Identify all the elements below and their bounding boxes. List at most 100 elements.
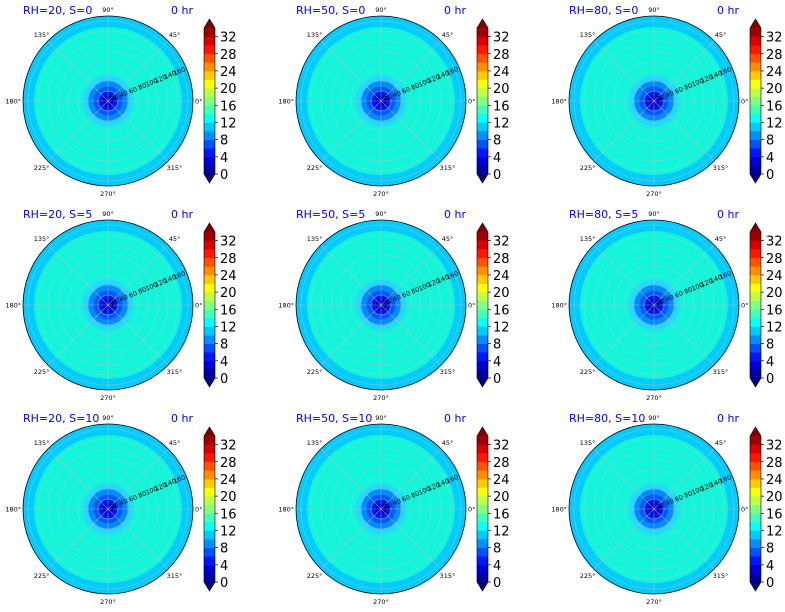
colorbar-segment bbox=[750, 70, 761, 80]
angle-tick-label: 225° bbox=[580, 368, 596, 376]
angle-tick-label: 180° bbox=[5, 506, 21, 514]
colorbar-segment bbox=[750, 62, 761, 72]
angular-gridline bbox=[320, 448, 382, 510]
angle-tick-label: 0° bbox=[468, 302, 475, 310]
colorbar-segment bbox=[477, 62, 488, 72]
colorbar-segment bbox=[204, 309, 215, 319]
angle-tick-label: 45° bbox=[169, 439, 181, 447]
colorbar-tick-label: 12 bbox=[220, 320, 237, 335]
angular-gridline bbox=[380, 244, 442, 306]
colorbar-tick-label: 24 bbox=[766, 473, 783, 488]
radial-tick-label: 20 bbox=[655, 501, 666, 512]
angle-tick-label: 0° bbox=[741, 302, 748, 310]
colorbar-segment bbox=[750, 335, 761, 344]
colorbar-segment bbox=[204, 148, 215, 158]
colorbar-extend-min bbox=[204, 174, 215, 183]
radial-tick-label: 80 bbox=[137, 489, 148, 500]
colorbar-segment bbox=[750, 53, 761, 63]
colorbar-tick-label: 12 bbox=[220, 524, 237, 539]
colorbar-extend-min bbox=[477, 174, 488, 183]
angular-gridline bbox=[47, 508, 109, 570]
angular-gridline bbox=[653, 100, 715, 162]
angular-gridline bbox=[593, 448, 655, 510]
angular-gridline bbox=[593, 244, 655, 306]
angle-tick-label: 135° bbox=[580, 31, 596, 39]
colorbar-tick-label: 32 bbox=[220, 439, 237, 454]
colorbar-tick-label: 28 bbox=[220, 456, 237, 471]
colorbar-segment bbox=[750, 530, 761, 540]
colorbar-extend-max bbox=[477, 427, 488, 436]
colorbar-tick-label: 4 bbox=[493, 355, 501, 370]
colorbar-tick-label: 16 bbox=[220, 99, 237, 114]
colorbar-segment bbox=[477, 156, 488, 166]
radial-tick-label: 40 bbox=[119, 497, 130, 508]
angle-tick-label: 225° bbox=[307, 164, 323, 172]
angle-tick-label: 180° bbox=[5, 302, 21, 310]
polar-panel: 90°45°0°315°270°225°180°135°204060801001… bbox=[278, 412, 509, 606]
colorbar-tick-label: 20 bbox=[493, 490, 510, 505]
panel-title-right: 0 hr bbox=[171, 4, 193, 17]
colorbar-segment bbox=[204, 283, 215, 293]
colorbar-tick-label: 28 bbox=[493, 252, 510, 267]
angle-tick-label: 0° bbox=[195, 98, 202, 106]
colorbar-segment bbox=[750, 156, 761, 166]
colorbar-segment bbox=[750, 496, 761, 506]
colorbar-segment bbox=[204, 62, 215, 72]
colorbar-segment bbox=[477, 28, 488, 37]
colorbar-segment bbox=[750, 539, 761, 548]
colorbar-segment bbox=[477, 326, 488, 336]
angle-tick-label: 90° bbox=[648, 6, 660, 14]
colorbar-tick-label: 24 bbox=[493, 65, 510, 80]
colorbar-segment bbox=[204, 266, 215, 276]
colorbar-tick-label: 28 bbox=[220, 252, 237, 267]
colorbar-extend-min bbox=[750, 582, 761, 591]
colorbar-tick-label: 0 bbox=[766, 372, 774, 387]
colorbar-segment bbox=[477, 309, 488, 319]
angle-tick-label: 135° bbox=[307, 235, 323, 243]
angular-gridline bbox=[107, 244, 169, 306]
angle-tick-label: 270° bbox=[100, 394, 116, 402]
radial-tick-label: 20 bbox=[382, 93, 393, 104]
colorbar-tick-label: 20 bbox=[766, 490, 783, 505]
angle-tick-label: 315° bbox=[167, 572, 183, 580]
colorbar-segment bbox=[477, 88, 488, 98]
radial-tick-label: 80 bbox=[683, 81, 694, 92]
angular-gridline bbox=[107, 40, 169, 102]
radial-tick-label: 20 bbox=[382, 297, 393, 308]
colorbar-tick-label: 12 bbox=[766, 524, 783, 539]
angle-tick-label: 90° bbox=[102, 414, 114, 422]
colorbar-segment bbox=[204, 300, 215, 310]
colorbar-segment bbox=[477, 257, 488, 267]
colorbar-segment bbox=[477, 444, 488, 454]
colorbar-segment bbox=[750, 564, 761, 574]
colorbar-tick-label: 20 bbox=[493, 286, 510, 301]
colorbar-segment bbox=[477, 343, 488, 353]
angle-tick-label: 90° bbox=[102, 210, 114, 218]
colorbar-segment bbox=[204, 352, 215, 362]
colorbar-segment bbox=[477, 317, 488, 327]
colorbar-segment bbox=[204, 504, 215, 514]
colorbar-segment bbox=[477, 292, 488, 302]
colorbar-segment bbox=[477, 564, 488, 574]
angle-tick-label: 315° bbox=[167, 368, 183, 376]
colorbar-segment bbox=[204, 274, 215, 284]
colorbar-extend-max bbox=[750, 427, 761, 436]
colorbar-segment bbox=[477, 36, 488, 46]
angle-tick-label: 270° bbox=[373, 394, 389, 402]
colorbar-tick-label: 20 bbox=[220, 82, 237, 97]
angular-gridline bbox=[380, 100, 442, 162]
colorbar-tick-label: 8 bbox=[220, 338, 228, 353]
radial-tick-label: 40 bbox=[119, 89, 130, 100]
radial-tick-label: 40 bbox=[119, 293, 130, 304]
panel-title-left: RH=80, S=0 bbox=[569, 4, 638, 17]
colorbar-segment bbox=[477, 496, 488, 506]
colorbar-segment bbox=[204, 53, 215, 63]
colorbar-segment bbox=[204, 28, 215, 37]
colorbar-tick-label: 28 bbox=[220, 48, 237, 63]
colorbar-tick-label: 0 bbox=[493, 168, 501, 183]
polar-axes-edge bbox=[295, 15, 467, 187]
colorbar-segment bbox=[477, 360, 488, 370]
colorbar-segment bbox=[750, 36, 761, 46]
angle-tick-label: 180° bbox=[551, 98, 567, 106]
colorbar-tick-label: 8 bbox=[766, 542, 774, 557]
